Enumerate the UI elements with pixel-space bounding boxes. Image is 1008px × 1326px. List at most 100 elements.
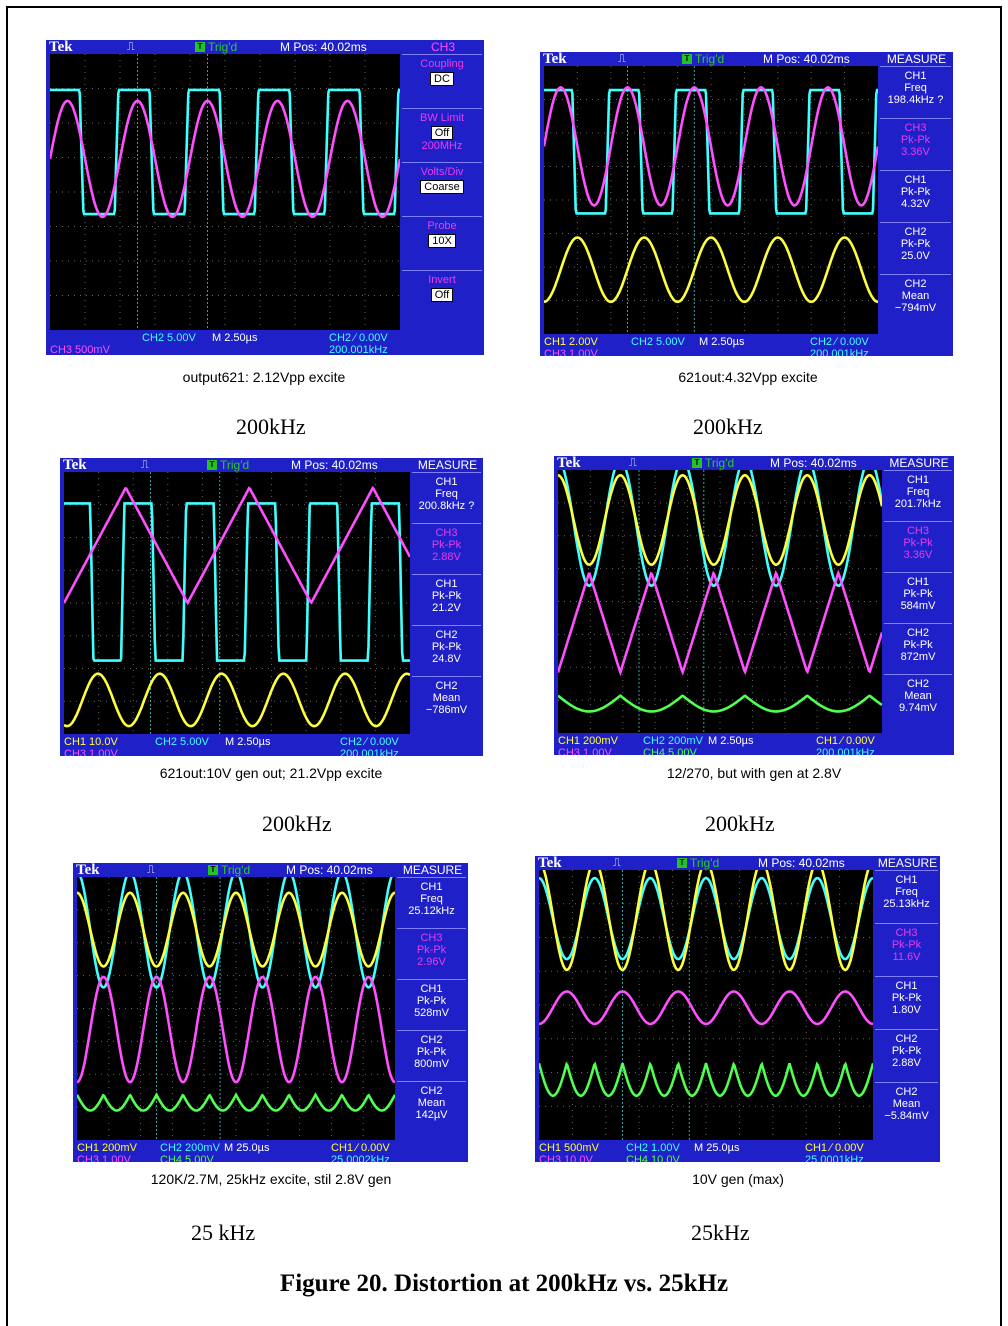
meas-value: 11.6V xyxy=(892,951,921,963)
channel-scale: CH2 ∕ 0.00V xyxy=(810,336,869,348)
channel-scale: 200.001kHz xyxy=(810,348,869,356)
measurement-readout: CH1 Freq 201.7kHz xyxy=(884,470,952,521)
measurement-readout: CH2 Pk-Pk 872mV xyxy=(884,623,952,674)
waveform-plot xyxy=(558,470,882,733)
menu-option-label: Coupling xyxy=(420,58,464,70)
meas-type: Mean xyxy=(892,1098,921,1110)
trigger-icon: T xyxy=(195,42,205,52)
menu-option-label: Invert xyxy=(428,274,456,286)
meas-channel: CH3 xyxy=(904,122,927,134)
waveform-display xyxy=(544,66,878,334)
channel-scale: CH2 200mV xyxy=(160,1142,220,1154)
measurement-readout: CH3 Pk-Pk 3.36V xyxy=(880,118,951,170)
menu-title: MEASURE xyxy=(402,863,463,877)
meas-type: Pk-Pk xyxy=(900,186,931,198)
channel-scale: 200.001kHz xyxy=(340,748,399,756)
menu-option-label: Probe xyxy=(427,220,457,232)
meas-value: 200.8kHz ? xyxy=(418,500,475,512)
channel-scale: M 2.50µs xyxy=(225,736,271,748)
trigger-icon: T xyxy=(677,858,687,868)
measurement-readout: CH1 Freq 25.13kHz xyxy=(875,870,938,923)
meas-type: Mean xyxy=(432,692,461,704)
meas-channel: CH1 xyxy=(906,576,929,588)
main-position: M Pos: 40.02ms xyxy=(280,40,367,54)
trigger-icon: T xyxy=(208,865,218,875)
meas-type: Freq xyxy=(906,486,930,498)
meas-type: Pk-Pk xyxy=(900,238,931,250)
meas-value: 201.7kHz xyxy=(894,498,942,510)
meas-channel: CH3 xyxy=(906,525,929,537)
ch3-trace xyxy=(77,975,395,1084)
menu-option[interactable]: Coupling DC xyxy=(402,54,482,108)
meas-value: 2.88V xyxy=(432,551,461,563)
channel-scale: CH3 10.0V xyxy=(539,1154,593,1162)
channel-scale: CH3 1.00V xyxy=(77,1154,131,1162)
trigger-icon: T xyxy=(207,460,217,470)
trigger-status: Trig'd xyxy=(208,40,238,54)
meas-type: Pk-Pk xyxy=(903,537,933,549)
meas-value: 3.36V xyxy=(901,146,930,158)
measurement-readout: CH3 Pk-Pk 2.88V xyxy=(412,523,481,574)
waveform-display xyxy=(558,470,882,733)
pulse-icon: ⎍ xyxy=(147,864,155,876)
trigger-status: Trig'd xyxy=(220,458,250,472)
waveform-plot xyxy=(539,870,873,1140)
measurement-readout: CH2 Mean −786mV xyxy=(412,676,481,727)
menu-option[interactable]: Invert Off xyxy=(402,270,482,324)
meas-channel: CH1 xyxy=(420,983,443,995)
meas-channel: CH2 xyxy=(895,1086,918,1098)
channel-scale: M 25.0µs xyxy=(224,1142,270,1154)
menu-option[interactable]: Volts/Div Coarse xyxy=(402,162,482,216)
frequency-label: 200kHz xyxy=(693,414,763,439)
measurement-readout: CH3 Pk-Pk 3.36V xyxy=(884,521,952,572)
oscilloscope-screenshot: Tek ⎍ T Trig'd M Pos: 40.02ms MEASURE CH1 Freq 1… xyxy=(540,52,953,356)
meas-channel: CH2 xyxy=(435,680,458,692)
ch2-trace xyxy=(64,502,410,662)
ch3-trace xyxy=(64,485,410,606)
menu-title: MEASURE xyxy=(877,856,938,870)
ch3-trace xyxy=(50,99,400,219)
ch1-trace xyxy=(558,473,882,567)
side-menu: Coupling DC BW Limit Off 200MHz Volts/Div Coar… xyxy=(402,54,482,355)
meas-value: 3.36V xyxy=(903,549,933,561)
measurement-readout: CH1 Freq 200.8kHz ? xyxy=(412,472,481,523)
meas-type: Freq xyxy=(420,893,443,905)
meas-channel: CH3 xyxy=(435,527,458,539)
trigger-status: Trig'd xyxy=(695,52,725,66)
waveform-display xyxy=(50,54,400,330)
channel-scale: CH2 5.00V xyxy=(142,332,196,344)
measurement-readout: CH1 Pk-Pk 1.80V xyxy=(875,976,938,1029)
meas-channel: CH2 xyxy=(420,1085,443,1097)
main-position: M Pos: 40.02ms xyxy=(763,52,850,66)
side-menu: CH1 Freq 25.13kHz CH3 Pk-Pk 11.6V CH1 Pk-Pk 1.80… xyxy=(875,870,938,1162)
oscilloscope-screenshot: Tek ⎍ T Trig'd M Pos: 40.02ms MEASURE CH1 Freq 2… xyxy=(73,863,468,1162)
menu-option[interactable]: BW Limit Off 200MHz xyxy=(402,108,482,162)
measurement-readout: CH1 Pk-Pk 21.2V xyxy=(412,574,481,625)
menu-option[interactable]: Probe 10X xyxy=(402,216,482,270)
waveform-plot xyxy=(77,877,395,1140)
oscilloscope-screenshot: Tek ⎍ T Trig'd M Pos: 40.02ms MEASURE CH1 Freq 2… xyxy=(60,458,483,756)
channel-scale: CH1 ∕ 0.00V xyxy=(816,735,875,747)
tek-logo: Tek xyxy=(543,52,567,67)
ch4-trace xyxy=(558,694,882,713)
meas-type: Pk-Pk xyxy=(416,995,447,1007)
meas-type: Mean xyxy=(904,690,932,702)
meas-type: Pk-Pk xyxy=(891,939,922,951)
ch2-trace xyxy=(562,470,882,588)
channel-scale: CH2 5.00V xyxy=(155,736,209,748)
measurement-readout: CH2 Mean −5.84mV xyxy=(875,1082,938,1135)
meas-channel: CH2 xyxy=(904,226,927,238)
measurement-readout: CH2 Pk-Pk 24.8V xyxy=(412,625,481,676)
trigger-status: Trig'd xyxy=(221,863,251,877)
ch1-trace xyxy=(544,236,878,304)
menu-option-value: Coarse xyxy=(420,180,464,194)
channel-scale: CH4 5.00V xyxy=(643,747,697,755)
measurement-readout: CH2 Pk-Pk 2.88V xyxy=(875,1029,938,1082)
meas-type: Pk-Pk xyxy=(900,134,931,146)
waveform-display xyxy=(77,877,395,1140)
ch4-trace xyxy=(77,1092,395,1112)
waveform-plot xyxy=(544,66,878,334)
frequency-label: 200kHz xyxy=(705,811,775,836)
menu-option-value: DC xyxy=(430,72,454,86)
meas-value: 21.2V xyxy=(432,602,461,614)
